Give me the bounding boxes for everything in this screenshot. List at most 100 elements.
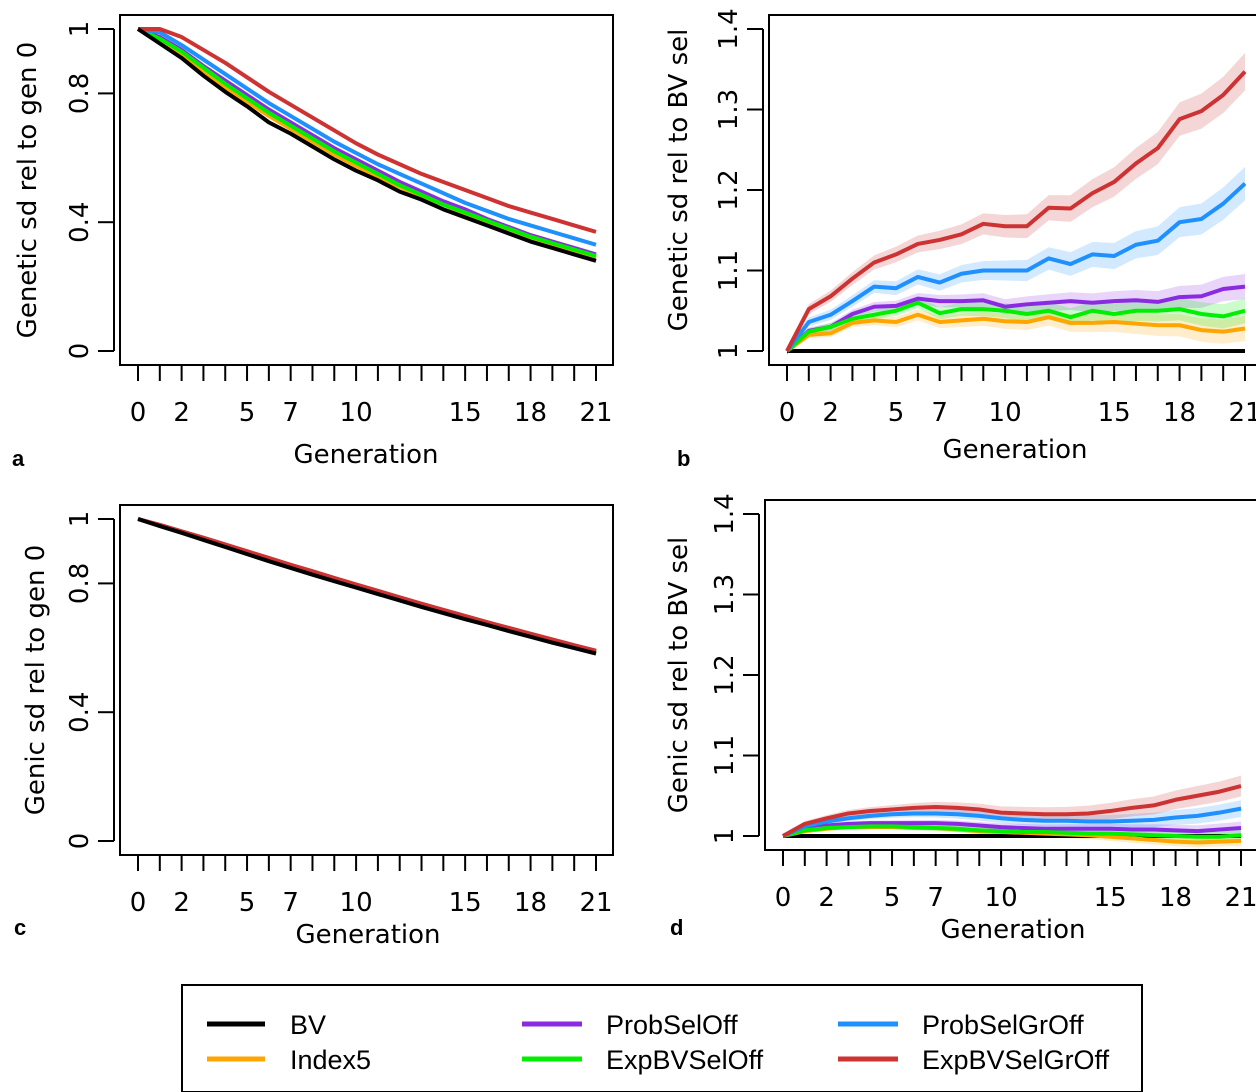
y-tick-label-a-1: 0.4 [65, 202, 95, 243]
x-tick-label-a-7: 7 [282, 398, 299, 428]
x-tick-label-b-21: 21 [1228, 398, 1256, 428]
legend-label-expbvseloff: ExpBVSelOff [606, 1045, 764, 1075]
series-line-a-probselgroff [137, 27, 597, 247]
y-tick-label-a-2: 0.8 [65, 73, 95, 114]
legend-entry-bv: BV [207, 1010, 326, 1040]
band-b-probseloff [787, 274, 1245, 354]
x-axis-title-d: Generation [940, 915, 1085, 945]
x-tick-label-a-15: 15 [449, 398, 482, 428]
x-tick-label-d-0: 0 [775, 883, 792, 913]
y-tick-label-d-4: 1.4 [710, 493, 740, 534]
y-tick-label-b-2: 1.2 [714, 169, 744, 210]
legend-entry-expbvseloff: ExpBVSelOff [522, 1045, 764, 1075]
series-line-a-expbvseloff [137, 27, 597, 258]
x-tick-label-a-18: 18 [514, 398, 547, 428]
x-tick-label-c-0: 0 [130, 888, 147, 918]
y-tick-label-d-3: 1.3 [710, 574, 740, 615]
y-tick-label-c-2: 0.8 [65, 563, 95, 604]
x-tick-label-b-0: 0 [779, 398, 796, 428]
y-tick-label-d-0: 1 [710, 828, 740, 845]
panel-letter-b: b [677, 446, 690, 471]
legend-label-expbvselgroff: ExpBVSelGrOff [922, 1045, 1110, 1075]
y-tick-label-c-1: 0.4 [65, 692, 95, 733]
x-tick-label-c-18: 18 [514, 888, 547, 918]
y-axis-title-b: Genetic sd rel to BV sel [664, 29, 694, 332]
x-tick-label-a-2: 2 [173, 398, 190, 428]
x-tick-label-a-10: 10 [340, 398, 373, 428]
legend: BV Index5 ProbSelOff ExpBVSelOff ProbSel… [181, 984, 1143, 1092]
y-axis-title-a: Genetic sd rel to gen 0 [13, 42, 43, 339]
series-line-d-probselgroff [782, 806, 1242, 838]
x-tick-label-c-5: 5 [239, 888, 256, 918]
series-line-b-index5 [785, 312, 1246, 353]
series-line-b-probseloff [785, 284, 1246, 353]
y-tick-label-c-3: 1 [65, 511, 95, 528]
legend-label-probseloff: ProbSelOff [606, 1010, 738, 1040]
y-tick-label-b-4: 1.4 [714, 8, 744, 49]
x-tick-label-d-21: 21 [1224, 883, 1256, 913]
legend-entry-probseloff: ProbSelOff [522, 1010, 738, 1040]
x-tick-label-c-21: 21 [579, 888, 612, 918]
legend-entry-index5: Index5 [207, 1045, 371, 1075]
panel-d: 0 2 5 7 10 15 18 21 1 1.1 1.2 1.3 1.4 Generation Genic… [664, 493, 1256, 945]
x-tick-label-d-2: 2 [818, 883, 835, 913]
y-tick-label-d-2: 1.2 [710, 654, 740, 695]
series-line-a-expbvselgroff [138, 27, 597, 234]
x-tick-label-a-5: 5 [239, 398, 256, 428]
x-tick-label-d-7: 7 [927, 883, 944, 913]
x-tick-label-b-5: 5 [888, 398, 905, 428]
band-b-probselgroff [787, 166, 1245, 355]
x-tick-label-c-7: 7 [282, 888, 299, 918]
y-tick-label-d-1: 1.1 [710, 735, 740, 776]
panel-b: 0 2 5 7 10 15 18 21 1 1.1 1.2 1.3 1.4 Generation Genet… [664, 8, 1256, 465]
x-tick-label-b-2: 2 [822, 398, 839, 428]
series-line-c-bv [137, 517, 597, 656]
x-tick-label-a-21: 21 [579, 398, 612, 428]
plot-frame-c [119, 504, 614, 856]
panel-letter-c: c [14, 915, 26, 940]
series-line-b-expbvselgroff [785, 70, 1247, 352]
x-tick-label-d-18: 18 [1159, 883, 1192, 913]
legend-box [181, 984, 1143, 1092]
series-line-b-expbvseloff [785, 300, 1246, 353]
x-tick-label-b-15: 15 [1098, 398, 1131, 428]
y-tick-label-b-1: 1.1 [714, 250, 744, 291]
y-tick-label-c-0: 0 [65, 833, 95, 850]
x-tick-label-b-18: 18 [1163, 398, 1196, 428]
y-tick-label-a-3: 1 [65, 21, 95, 38]
panel-letter-a: a [12, 446, 25, 471]
x-tick-label-d-5: 5 [884, 883, 901, 913]
band-d-index5 [783, 824, 1241, 848]
series-line-b-probselgroff [785, 182, 1247, 353]
x-tick-label-a-0: 0 [130, 398, 147, 428]
legend-entry-probselgroff: ProbSelGrOff [838, 1010, 1084, 1040]
y-axis-title-c: Genic sd rel to gen 0 [21, 545, 51, 815]
x-tick-label-d-10: 10 [985, 883, 1018, 913]
series-line-d-probseloff [782, 821, 1242, 838]
panel-letter-d: d [670, 915, 683, 940]
x-tick-label-d-15: 15 [1094, 883, 1127, 913]
x-tick-label-c-15: 15 [449, 888, 482, 918]
y-tick-label-b-3: 1.3 [714, 89, 744, 130]
y-tick-label-b-0: 1 [714, 343, 744, 360]
band-d-expbvselgroff [783, 775, 1241, 839]
y-axis-title-d: Genic sd rel to BV sel [664, 537, 694, 814]
series-line-a-bv [136, 27, 597, 263]
legend-label-bv: BV [290, 1010, 326, 1040]
series-line-c-expbvselgroff [137, 517, 597, 653]
x-axis-title-a: Generation [293, 440, 438, 470]
x-tick-label-b-7: 7 [931, 398, 948, 428]
x-axis-title-b: Generation [942, 435, 1087, 465]
x-tick-label-b-10: 10 [989, 398, 1022, 428]
legend-label-probselgroff: ProbSelGrOff [922, 1010, 1084, 1040]
x-tick-label-c-2: 2 [173, 888, 190, 918]
y-tick-label-a-0: 0 [65, 343, 95, 360]
legend-label-index5: Index5 [290, 1045, 371, 1075]
series-line-d-expbvselgroff [782, 784, 1242, 838]
x-tick-label-c-10: 10 [340, 888, 373, 918]
series-line-d-expbvseloff [782, 824, 1242, 839]
legend-entry-expbvselgroff: ExpBVSelGrOff [838, 1045, 1110, 1075]
